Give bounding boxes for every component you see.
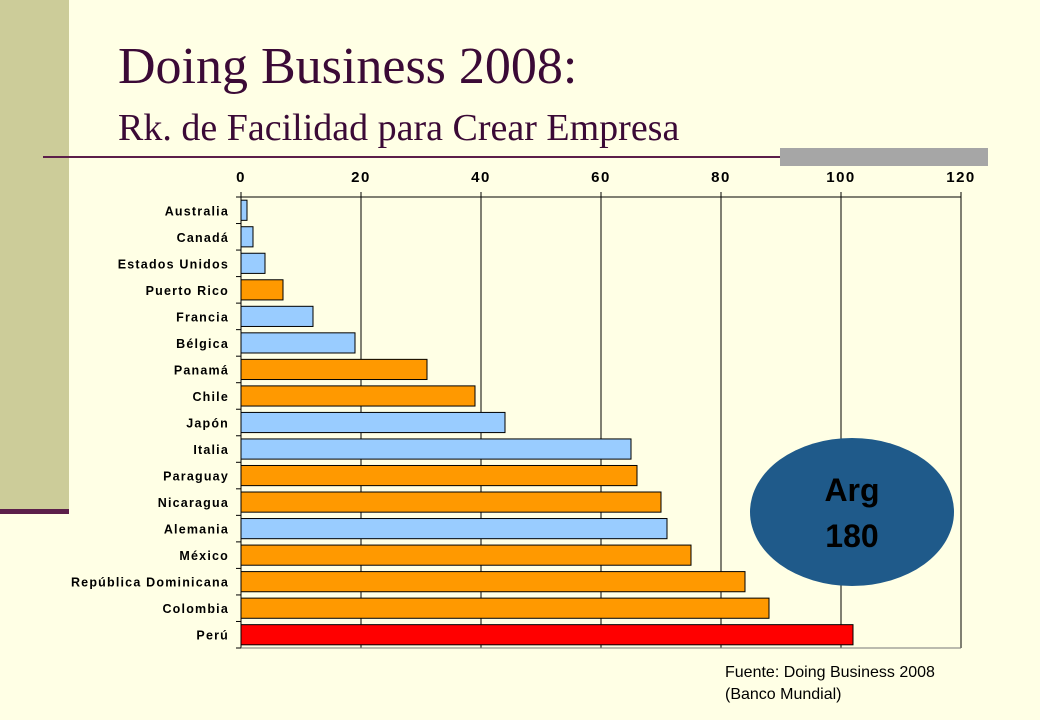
category-label: Bélgica [176, 337, 229, 351]
category-label: Alemania [164, 523, 229, 537]
category-label: Canadá [177, 231, 229, 245]
category-label: Italia [193, 443, 229, 457]
badge-label: Arg [824, 472, 880, 508]
category-label: Colombia [162, 602, 229, 616]
category-label: Panamá [174, 363, 229, 377]
slide-subtitle: Rk. de Facilidad para Crear Empresa [118, 107, 680, 149]
bar [240, 491, 662, 513]
category-label: Chile [192, 390, 229, 404]
bar [240, 464, 638, 487]
category-label: Francia [176, 310, 229, 324]
category-label: Puerto Rico [146, 284, 229, 298]
category-label: Australia [165, 204, 229, 218]
bar [240, 571, 746, 593]
badge-value: 180 [825, 518, 879, 554]
bar [240, 624, 854, 646]
bar [240, 252, 266, 274]
source-note: Fuente: Doing Business 2008 (Banco Mundi… [725, 662, 935, 706]
bar [240, 332, 356, 354]
category-label: Estados Unidos [118, 257, 229, 271]
category-label: Nicaragua [158, 496, 229, 510]
side-decor-bar [0, 0, 69, 513]
category-label: México [179, 549, 229, 563]
bar [240, 518, 668, 540]
category-label: República Dominicana [71, 576, 229, 590]
bar [240, 597, 770, 619]
bar [240, 358, 428, 381]
category-label: Perú [196, 629, 229, 643]
x-tick-label: 100 [826, 169, 856, 186]
x-tick-label: 60 [591, 169, 611, 186]
x-tick-label: 20 [351, 169, 371, 186]
x-tick-label: 120 [946, 169, 976, 186]
side-decor-line [0, 509, 69, 514]
bar [240, 226, 254, 248]
category-label: Japón [186, 417, 229, 431]
bar [240, 199, 248, 221]
title-rule-accent [780, 148, 988, 166]
slide-title: Doing Business 2008: [118, 38, 578, 95]
argentina-badge: Arg 180 [750, 438, 954, 586]
title-rule [43, 156, 988, 158]
category-label: Paraguay [163, 470, 229, 484]
source-line-1: Fuente: Doing Business 2008 [725, 664, 935, 681]
bar [240, 385, 476, 407]
x-tick-label: 80 [711, 169, 731, 186]
x-tick-label: 40 [471, 169, 491, 186]
bar [240, 438, 632, 460]
bar [240, 305, 314, 327]
bar [240, 411, 506, 434]
bar [240, 544, 692, 566]
source-line-2: (Banco Mundial) [725, 686, 842, 703]
bar [240, 279, 284, 301]
x-tick-label: 0 [236, 169, 246, 186]
